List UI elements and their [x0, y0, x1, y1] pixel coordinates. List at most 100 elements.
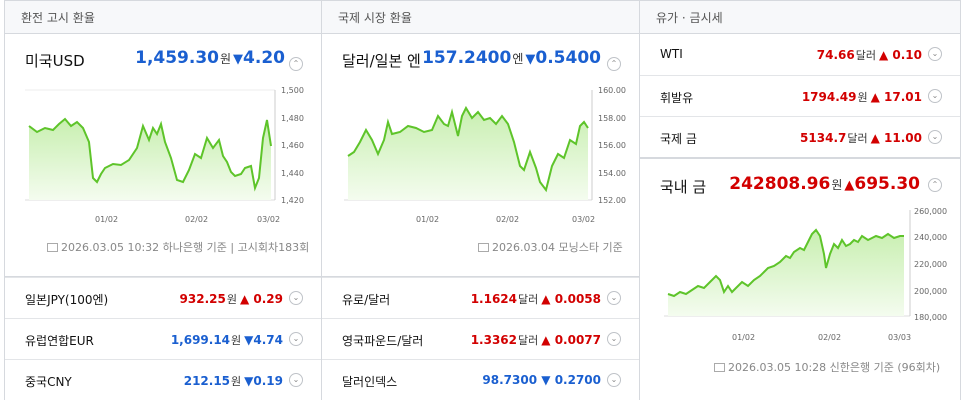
list-item[interactable]: 국제 금 5134.7달러 ▲ 11.00 ⌄: [640, 116, 960, 157]
chevron-down-icon[interactable]: ⌄: [289, 291, 303, 305]
item-name: 중국CNY: [25, 375, 72, 389]
document-icon: [478, 243, 489, 252]
main-currency-name[interactable]: 미국USD: [25, 52, 85, 70]
divider: [640, 157, 960, 159]
chart-area: [29, 119, 271, 200]
chart-area: [348, 108, 588, 200]
item-value: 5134.7달러 ▲ 11.00: [800, 130, 922, 146]
y-tick: 1,420: [281, 196, 304, 205]
y-tick: 158.00: [598, 114, 626, 123]
source-note: 2026.03.05 10:32 하나은행 기준 | 고시회차183회: [47, 239, 309, 255]
x-tick: 02/02: [496, 215, 519, 224]
value-unit: 달러: [855, 49, 876, 62]
value-unit: 달러: [847, 132, 868, 145]
up-arrow-icon: ▲: [870, 131, 880, 145]
value-unit: 원: [231, 334, 242, 347]
chevron-down-icon[interactable]: ⌄: [928, 130, 942, 144]
chevron-down-icon[interactable]: ⌄: [928, 47, 942, 61]
list-item[interactable]: 달러인덱스 98.7300 ▼ 0.2700 ⌄: [322, 359, 639, 400]
up-arrow-icon: ▲: [541, 292, 551, 306]
chevron-down-icon[interactable]: ⌄: [607, 373, 621, 387]
value-number: 74.66: [816, 48, 855, 62]
item-name: WTI: [660, 47, 683, 61]
usd-chart: 1,500 1,480 1,460 1,440 1,420 01/02 02/0…: [25, 86, 304, 224]
change-number: 11.00: [884, 131, 922, 145]
source-text: 2026.03.04 모닝스타 기준: [492, 241, 623, 254]
y-tick: 152.00: [598, 196, 626, 205]
value-number: 1,459.30: [135, 48, 219, 68]
value-unit: 원: [857, 91, 868, 104]
gold-chart: 260,000 240,000 220,000 200,000 180,000 …: [664, 207, 947, 342]
change-number: 4.74: [253, 333, 283, 347]
value-number: 5134.7: [800, 131, 847, 145]
item-name: 휘발유: [660, 91, 694, 105]
main-currency-value: 1,459.30원 ▼4.20: [135, 48, 285, 68]
chevron-down-icon[interactable]: ⌄: [607, 332, 621, 346]
change-number: 0.5400: [535, 48, 601, 68]
y-tick: 240,000: [914, 233, 947, 242]
y-tick: 260,000: [914, 207, 947, 216]
y-tick: 1,480: [281, 114, 304, 123]
x-tick: 03/02: [572, 215, 595, 224]
chevron-up-icon[interactable]: ⌃: [928, 178, 942, 192]
value-unit: 엔: [512, 52, 524, 66]
exchange-rate-panel: 환전 고시 환율 미국USD 1,459.30원 ▼4.20 ⌃ 1,500 1,…: [4, 0, 322, 400]
list-item[interactable]: 휘발유 1794.49원 ▲ 17.01 ⌄: [640, 75, 960, 116]
value-number: 1794.49: [801, 90, 857, 104]
chart-area: [668, 230, 904, 316]
list-item[interactable]: 유럽연합EUR 1,699.14원 ▼4.74 ⌄: [5, 318, 321, 359]
source-text: 2026.03.05 10:28 신한은행 기준 (96회차): [728, 361, 941, 374]
value-unit: 원: [831, 178, 843, 192]
source-text: 2026.03.05 10:32 하나은행 기준: [61, 241, 227, 254]
value-unit: 원: [226, 293, 237, 306]
panel-title: 유가 · 금시세: [640, 0, 960, 34]
x-tick: 03/03: [888, 333, 911, 342]
jpy-chart: 160.00 158.00 156.00 154.00 152.00 01/02…: [344, 86, 626, 224]
item-name: 영국파운드/달러: [342, 334, 424, 348]
change-number: 0.10: [892, 48, 922, 62]
divider: [322, 276, 639, 277]
y-tick: 220,000: [914, 260, 947, 269]
main-currency-name[interactable]: 달러/일본 엔: [342, 52, 421, 70]
change-number: 4.20: [243, 48, 285, 68]
up-arrow-icon: ▲: [541, 333, 551, 347]
value-number: 1,699.14: [170, 333, 231, 347]
item-name: 유로/달러: [342, 293, 391, 307]
chevron-down-icon[interactable]: ⌄: [289, 332, 303, 346]
chevron-up-icon[interactable]: ⌃: [289, 57, 303, 71]
item-value: 74.66달러 ▲ 0.10: [817, 47, 922, 63]
chevron-down-icon[interactable]: ⌄: [928, 89, 942, 103]
chevron-up-icon[interactable]: ⌃: [607, 57, 621, 71]
change-number: 17.01: [884, 90, 922, 104]
value-unit: 원: [231, 375, 242, 388]
chevron-down-icon[interactable]: ⌄: [607, 291, 621, 305]
chevron-down-icon[interactable]: ⌄: [289, 373, 303, 387]
value-number: 157.2400: [422, 48, 512, 68]
x-tick: 02/02: [818, 333, 841, 342]
list-item[interactable]: 일본JPY(100엔) 932.25원 ▲ 0.29 ⌄: [5, 277, 321, 318]
change-number: 0.29: [253, 292, 283, 306]
document-icon: [47, 243, 58, 252]
item-value: 932.25원 ▲ 0.29: [180, 291, 283, 307]
item-name: 달러인덱스: [342, 375, 398, 389]
change-number: 0.0058: [554, 292, 601, 306]
main-gold-name[interactable]: 국내 금: [660, 178, 707, 196]
down-arrow-icon: ▼: [233, 52, 244, 67]
divider: [5, 276, 321, 277]
list-item[interactable]: 중국CNY 212.15원 ▼0.19 ⌄: [5, 359, 321, 400]
down-arrow-icon: ▼: [541, 373, 551, 387]
value-unit: 달러: [518, 334, 539, 347]
value-number: 98.7300: [482, 373, 538, 387]
source-extra: 고시회차183회: [237, 241, 310, 254]
value-number: 932.25: [179, 292, 226, 306]
item-name: 국제 금: [660, 132, 697, 146]
list-item[interactable]: 유로/달러 1.1624달러 ▲ 0.0058 ⌄: [322, 277, 639, 318]
y-tick: 180,000: [914, 313, 947, 322]
down-arrow-icon: ▼: [525, 52, 536, 67]
list-item[interactable]: 영국파운드/달러 1.3362달러 ▲ 0.0077 ⌄: [322, 318, 639, 359]
value-unit: 달러: [518, 293, 539, 306]
list-item[interactable]: WTI 74.66달러 ▲ 0.10 ⌄: [640, 34, 960, 75]
y-tick: 1,440: [281, 169, 304, 178]
x-tick: 01/02: [732, 333, 755, 342]
oil-gold-panel: 유가 · 금시세 WTI 74.66달러 ▲ 0.10 ⌄ 휘발유 1794.49…: [640, 0, 961, 400]
